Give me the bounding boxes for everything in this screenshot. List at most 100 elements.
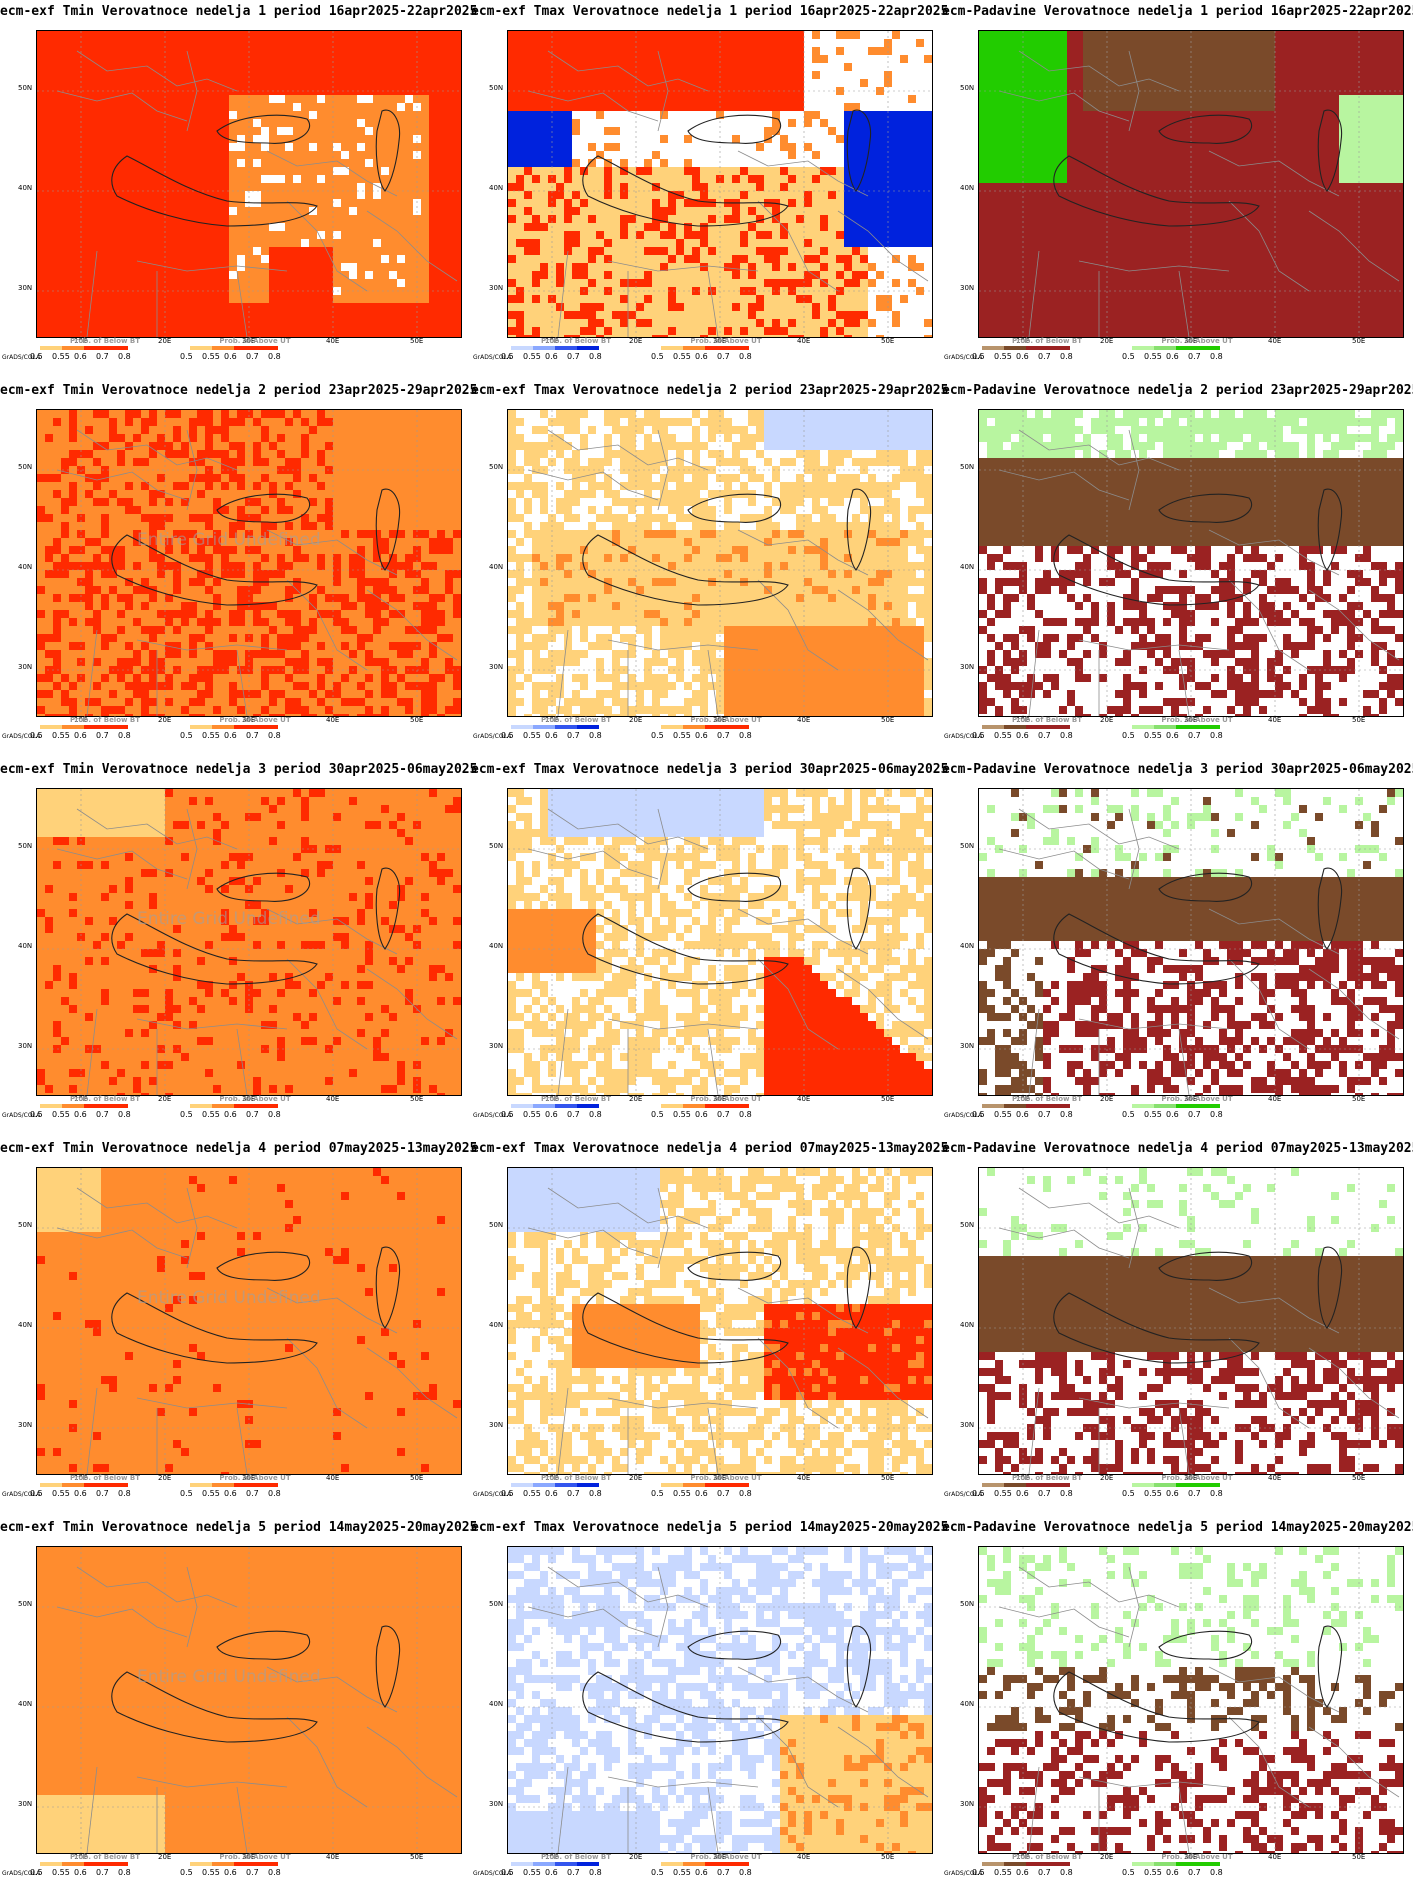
legend-swatch <box>661 1483 683 1487</box>
legend-swatch <box>1176 1862 1198 1866</box>
legend-value: 0.7 <box>567 731 589 740</box>
legend-value: 0.55 <box>673 1110 695 1119</box>
legend-swatch <box>1176 1104 1198 1108</box>
legend-value: 0.6 <box>1166 1489 1188 1498</box>
legend-caption: Prob. of Below BT <box>972 1474 1122 1482</box>
legend-swatch <box>212 1104 234 1108</box>
legend-value: 0.5 <box>651 352 673 361</box>
lat-label: 40N <box>18 1700 32 1708</box>
legend-swatch <box>683 1862 705 1866</box>
lat-label: 50N <box>960 842 974 850</box>
legend-swatch <box>555 1862 577 1866</box>
legend-swatch <box>1154 1483 1176 1487</box>
lat-label: 50N <box>18 463 32 471</box>
lat-label: 30N <box>18 284 32 292</box>
lon-label: 30E <box>1184 1095 1197 1103</box>
lon-label: 40E <box>326 1853 339 1861</box>
map-canvas <box>979 789 1403 1095</box>
panel-title: ecm-Padavine Verovatnoce nedelja 5 perio… <box>942 1520 1413 1535</box>
lon-label: 10E <box>74 1474 87 1482</box>
lon-label: 40E <box>1268 716 1281 724</box>
legend-values: 0.5 0.55 0.6 0.7 0.8 <box>1122 1868 1232 1877</box>
legend-value: 0.7 <box>1038 1489 1060 1498</box>
legend-value: 0.8 <box>1060 1868 1082 1877</box>
legend-swatch <box>705 1862 727 1866</box>
legend-value: 0.55 <box>202 352 224 361</box>
legend: GrADS/COLA Prob. of Below BT 0.5 0.55 0.6 0.7… <box>942 1474 1413 1505</box>
legend-swatch <box>62 1483 84 1487</box>
lat-label: 40N <box>489 1321 503 1329</box>
lon-label: 10E <box>545 716 558 724</box>
legend-value: 0.8 <box>268 731 290 740</box>
legend-value: 0.55 <box>994 731 1016 740</box>
legend-value: 0.7 <box>717 1489 739 1498</box>
legend-above: Prob. of Above UT 0.5 0.55 0.6 0.7 0.8 <box>180 716 330 747</box>
legend-swatch <box>1048 725 1070 729</box>
legend-value: 0.8 <box>1210 1110 1232 1119</box>
lat-label: 40N <box>960 942 974 950</box>
legend-swatch <box>256 346 278 350</box>
legend-swatch <box>1048 1104 1070 1108</box>
lat-label: 40N <box>960 184 974 192</box>
grads-credit: GrADS/COLA <box>944 1491 982 1498</box>
legend-swatch <box>1132 346 1154 350</box>
legend-swatch <box>727 1862 749 1866</box>
legend-values: 0.5 0.55 0.6 0.7 0.8 <box>180 1110 290 1119</box>
legend-swatch <box>555 346 577 350</box>
legend-below: Prob. of Below BT 0.5 0.55 0.6 0.7 0.8 <box>30 716 180 747</box>
lon-label: 50E <box>881 1853 894 1861</box>
legend-value: 0.5 <box>972 1868 994 1877</box>
legend-swatch <box>62 1104 84 1108</box>
legend-caption: Prob. of Above UT <box>651 1095 801 1103</box>
panel-title: ecm-exf Tmax Verovatnoce nedelja 3 perio… <box>471 762 948 777</box>
legend-values: 0.5 0.55 0.6 0.7 0.8 <box>651 352 761 361</box>
legend-value: 0.55 <box>673 1868 695 1877</box>
legend-value: 0.8 <box>739 1110 761 1119</box>
legend-swatch <box>555 1483 577 1487</box>
map-panel: ecm-exf Tmax Verovatnoce nedelja 3 perio… <box>471 758 948 1137</box>
legend-value: 0.8 <box>1210 1489 1232 1498</box>
map-panel: ecm-exf Tmin Verovatnoce nedelja 1 perio… <box>0 0 477 379</box>
legend-values: 0.5 0.55 0.6 0.7 0.8 <box>180 1489 290 1498</box>
lon-label: 50E <box>410 716 423 724</box>
legend-value: 0.5 <box>501 1868 523 1877</box>
legend-value: 0.7 <box>1038 1110 1060 1119</box>
legend-value: 0.55 <box>52 731 74 740</box>
legend-value: 0.7 <box>567 352 589 361</box>
legend-swatch <box>577 346 599 350</box>
legend-swatch <box>212 1862 234 1866</box>
legend-swatch <box>40 346 62 350</box>
legend-below: Prob. of Below BT 0.5 0.55 0.6 0.7 0.8 <box>30 1474 180 1505</box>
legend-swatch <box>727 1104 749 1108</box>
lon-label: 40E <box>1268 337 1281 345</box>
lon-label: 40E <box>797 1474 810 1482</box>
legend-value: 0.7 <box>96 731 118 740</box>
panel-title: ecm-exf Tmax Verovatnoce nedelja 1 perio… <box>471 4 948 19</box>
legend-value: 0.7 <box>96 1489 118 1498</box>
lat-label: 50N <box>960 84 974 92</box>
legend-value: 0.5 <box>30 731 52 740</box>
legend-value: 0.55 <box>1144 352 1166 361</box>
legend-caption: Prob. of Above UT <box>180 716 330 724</box>
lon-label: 20E <box>629 1853 642 1861</box>
legend-colorbar <box>661 1104 749 1108</box>
legend-value: 0.7 <box>1188 1868 1210 1877</box>
lon-label: 10E <box>1016 1095 1029 1103</box>
panel-title: ecm-exf Tmax Verovatnoce nedelja 2 perio… <box>471 383 948 398</box>
legend-value: 0.8 <box>1210 1868 1232 1877</box>
map-canvas <box>508 31 932 337</box>
grads-credit: GrADS/COLA <box>944 1112 982 1119</box>
legend-values: 0.5 0.55 0.6 0.7 0.8 <box>180 352 290 361</box>
grads-credit: GrADS/COLA <box>2 1870 40 1877</box>
map-canvas <box>508 789 932 1095</box>
legend-value: 0.6 <box>224 1110 246 1119</box>
legend-colorbar <box>190 1483 278 1487</box>
legend-value: 0.7 <box>96 1110 118 1119</box>
legend-value: 0.5 <box>501 731 523 740</box>
legend-swatch <box>256 725 278 729</box>
legend-swatch <box>511 1104 533 1108</box>
lon-label: 40E <box>326 1095 339 1103</box>
panel-title: ecm-Padavine Verovatnoce nedelja 3 perio… <box>942 762 1413 777</box>
lon-label: 50E <box>1352 1853 1365 1861</box>
panel-title: ecm-exf Tmin Verovatnoce nedelja 2 perio… <box>0 383 477 398</box>
